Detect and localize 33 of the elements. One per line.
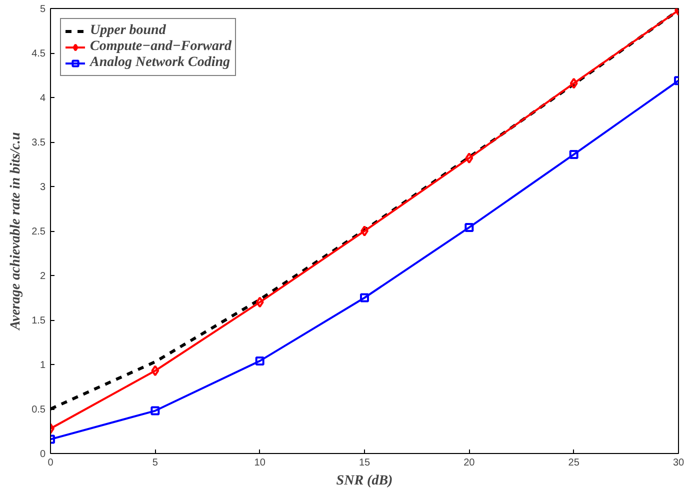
point: [151, 365, 160, 376]
point: [570, 78, 578, 89]
y-tick-label: 3.5: [32, 138, 46, 148]
legend-label: Compute−and−Forward: [90, 39, 232, 55]
point: [360, 226, 368, 236]
point: [150, 406, 160, 416]
x-tick-label: 15: [358, 458, 370, 468]
x-tick-label: 20: [464, 458, 476, 468]
legend-label: Upper bound: [90, 23, 166, 39]
x-tick-label: 10: [254, 458, 266, 468]
y-tick-label: 4: [40, 93, 46, 104]
x-tick-label: 30: [672, 458, 684, 468]
point: [256, 296, 264, 308]
point: [465, 152, 474, 164]
legend-label: Analog Network Coding: [90, 55, 230, 71]
point: [360, 293, 369, 302]
point: [255, 356, 264, 366]
y-tick-label: 5: [40, 4, 46, 15]
x-tick-label: 5: [152, 458, 158, 468]
y-tick-label: 3: [40, 182, 46, 193]
y-tick-label: 0: [40, 449, 46, 460]
y-axis-title: Average achievable rate in bits/c.u: [8, 132, 24, 331]
x-axis-title: SNR (dB): [336, 474, 393, 488]
point: [569, 150, 578, 159]
y-tick-label: 0.5: [32, 404, 46, 416]
y-tick-label: 4.5: [32, 48, 46, 60]
y-tick-label: 1: [40, 360, 46, 371]
y-tick-label: 2.5: [32, 226, 46, 238]
x-tick-label: 25: [568, 458, 580, 468]
y-tick-label: 1.5: [32, 316, 46, 326]
y-tick-label: 2: [40, 271, 46, 282]
x-tick-label: 0: [48, 458, 54, 468]
point: [464, 222, 474, 232]
